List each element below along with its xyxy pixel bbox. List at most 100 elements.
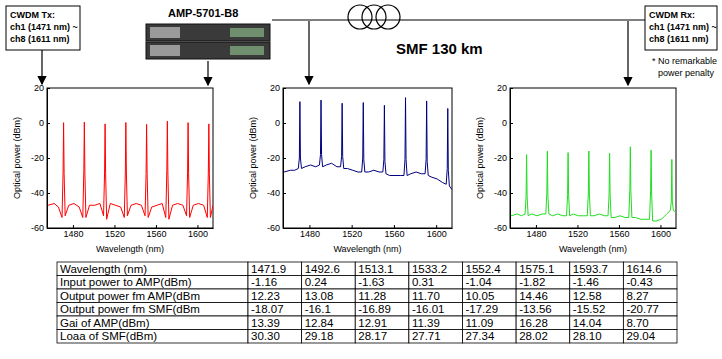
x-axis-title: Wavelength (nm): [559, 244, 627, 254]
cell-value: 1492.6: [305, 263, 340, 275]
plot-area: [284, 98, 452, 190]
cell-value: 29.04: [626, 330, 655, 342]
arrow: [41, 50, 42, 84]
cell-value: 1575.1: [519, 263, 554, 275]
y-tick: -40: [494, 188, 513, 198]
x-tick-mark: [536, 225, 537, 228]
y-axis-title: Optical power (dBm): [248, 117, 258, 199]
plot-frame: [283, 88, 452, 228]
table-cell: [57, 316, 248, 330]
cell-value: -20.77: [626, 303, 659, 315]
y-tick-mark: [510, 158, 513, 159]
table-cell: [248, 330, 302, 344]
cell-value: 13.39: [251, 317, 280, 329]
table-cell: [409, 330, 463, 344]
note-text: power penalty: [658, 68, 715, 78]
box-text: ch1 (1471 nm) ~: [10, 22, 78, 32]
x-tick: 1520: [342, 225, 362, 239]
table-cell: [623, 276, 677, 290]
cell-value: 1513.1: [358, 263, 393, 275]
table-cell: [516, 316, 570, 330]
y-tick-label: -20: [31, 153, 44, 163]
note-text: * No remarkable: [652, 56, 717, 66]
table-cell: [302, 316, 356, 330]
spectrum-line: [284, 98, 452, 190]
y-tick-mark: [283, 123, 286, 124]
x-tick-label: 1560: [384, 229, 404, 239]
cell-value: -16.01: [412, 303, 445, 315]
cell-value: 27.71: [412, 330, 441, 342]
y-tick-mark: [283, 88, 286, 89]
x-tick-mark: [619, 225, 620, 228]
y-tick-mark: [510, 228, 513, 229]
x-axis-title: Wavelength (nm): [96, 244, 164, 254]
table-cell: [302, 289, 356, 303]
table-cell: [463, 289, 517, 303]
cell-value: 28.17: [358, 330, 387, 342]
cell-value: -16.89: [358, 303, 391, 315]
cell-value: 14.46: [519, 290, 548, 302]
table-cell: [516, 330, 570, 344]
y-tick: -60: [267, 223, 286, 233]
cell-value: -1.16: [251, 276, 277, 288]
y-tick-mark: [510, 123, 513, 124]
x-tick: 1480: [526, 225, 546, 239]
device-display: [230, 46, 264, 55]
table-cell: [57, 303, 248, 317]
table-cell: [623, 330, 677, 344]
device-panel: [150, 27, 180, 38]
cell-value: 1552.4: [466, 263, 502, 275]
cell-value: -17.29: [466, 303, 499, 315]
table-cell: [409, 316, 463, 330]
y-tick: 20: [497, 83, 513, 93]
cell-value: 11.39: [412, 317, 440, 329]
amplifier-label: AMP-5701-B8: [168, 7, 238, 19]
table-cell: [248, 316, 302, 330]
fiber-coil: [376, 5, 400, 29]
page-root: CWDM Tx:ch1 (1471 nm) ~ch8 (1611 nm)CWDM…: [0, 0, 722, 359]
fiber-coil: [348, 5, 372, 29]
y-tick: -20: [494, 153, 513, 163]
cell-value: 11.28: [358, 290, 386, 302]
table-cell: [302, 262, 356, 276]
y-axis-title: Optical power (dBm): [12, 117, 22, 199]
table-cell: [409, 262, 463, 276]
fiber-label: SMF 130 km: [396, 40, 483, 57]
y-tick: -60: [31, 223, 50, 233]
table-cell: [570, 303, 624, 317]
cell-value: 16.28: [519, 317, 548, 329]
y-tick: -20: [267, 153, 286, 163]
y-tick-mark: [47, 228, 50, 229]
x-tick: 1600: [427, 225, 447, 239]
data-table: Wavelength (nm)1471.91492.61513.11533.21…: [57, 262, 677, 343]
cell-value: 12.58: [573, 290, 602, 302]
x-tick-mark: [309, 225, 310, 228]
tx-box: [6, 6, 80, 50]
x-tick-label: 1600: [651, 229, 671, 239]
y-tick-label: 20: [34, 83, 44, 93]
cell-value: 14.04: [573, 317, 602, 329]
cell-value: 12.23: [251, 290, 280, 302]
y-tick-label: -40: [31, 188, 44, 198]
table-cell: [302, 303, 356, 317]
table-cell: [355, 316, 409, 330]
table-cell: [516, 303, 570, 317]
spectrum-line: [48, 121, 213, 219]
y-tick-mark: [47, 158, 50, 159]
y-tick-mark: [283, 228, 286, 229]
cell-value: -13.56: [519, 303, 552, 315]
x-tick-mark: [73, 225, 74, 228]
x-tick-label: 1560: [146, 229, 166, 239]
cell-value: -1.82: [519, 276, 545, 288]
plot-frame: [510, 88, 676, 228]
table-cell: [57, 330, 248, 344]
x-tick: 1600: [651, 225, 671, 239]
table-cell: [248, 262, 302, 276]
table-cell: [623, 262, 677, 276]
spectrum-line: [511, 147, 676, 221]
y-tick-label: 20: [497, 83, 507, 93]
row-label: Loaa of SMF(dBm): [60, 330, 157, 342]
arrow: [627, 21, 628, 85]
cell-value: -18.07: [251, 303, 284, 315]
cell-value: 1614.6: [626, 263, 661, 275]
